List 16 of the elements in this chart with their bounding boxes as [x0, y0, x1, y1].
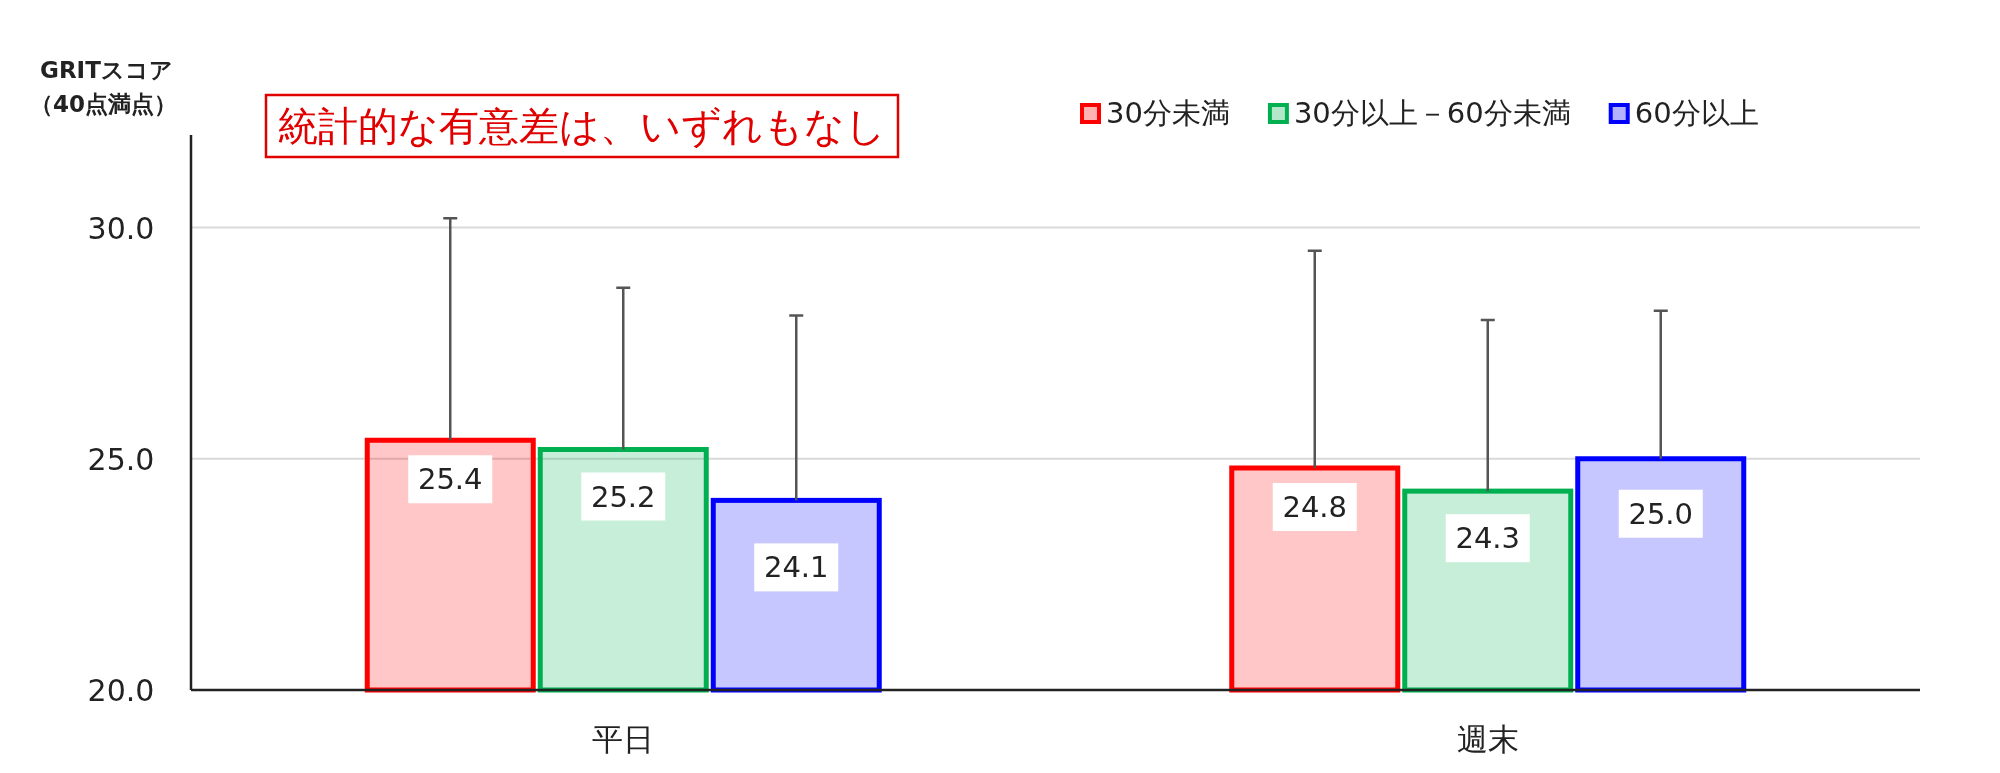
data-label: 24.1 [763, 550, 829, 585]
data-label: 24.8 [1282, 490, 1348, 524]
annotation: 統計的な有意差は、いずれもなし [278, 103, 886, 149]
data-label: 24.3 [1455, 521, 1521, 556]
data-label: 25.2 [590, 479, 656, 514]
legend-label: 60分以上 [1634, 96, 1759, 130]
legend-label: 30分以上－60分未満 [1293, 96, 1571, 130]
y-tick-label: 20.0 [87, 673, 155, 708]
legend-label: 30分未満 [1106, 96, 1230, 130]
y-tick-label: 30.0 [87, 210, 155, 246]
y-tick-label: 25.0 [87, 441, 155, 477]
data-label: 25.4 [417, 462, 483, 497]
data-label: 25.0 [1628, 496, 1694, 531]
x-tick-label: 週末 [1456, 721, 1519, 757]
y-axis-title: GRITスコア（40点満点） [30, 57, 178, 117]
x-tick-label: 平日 [592, 721, 655, 757]
